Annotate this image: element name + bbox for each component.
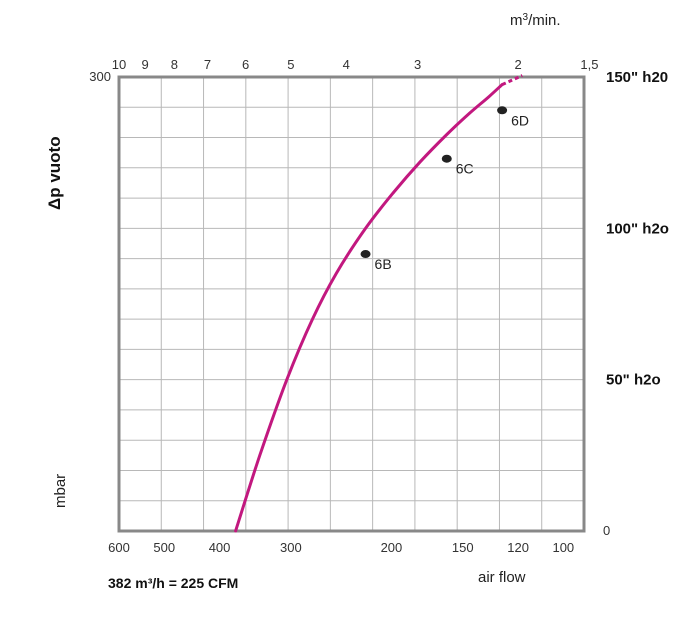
right-tick-label: 50" h2o: [606, 372, 661, 389]
performance-curve-extension: [501, 74, 523, 86]
chart-grid: [119, 77, 584, 531]
operating-point-label: 6C: [456, 161, 474, 177]
top-tick-label: 7: [204, 57, 211, 72]
top-axis-unit: m3/min.: [510, 12, 561, 29]
bottom-tick-label: 500: [153, 540, 175, 555]
operating-point-label: 6B: [375, 256, 392, 272]
right-tick-label: 150" h20: [606, 69, 668, 86]
operating-points: 6B 6C 6D: [360, 106, 529, 272]
top-tick-label: 5: [287, 57, 294, 72]
plot-frame: [117, 75, 586, 533]
bottom-tick-label: 100: [552, 540, 574, 555]
operating-point-marker: [441, 154, 452, 163]
bottom-tick-label: 300: [280, 540, 302, 555]
operating-point-marker: [497, 106, 508, 115]
bottom-tick-label: 150: [452, 540, 474, 555]
right-tick-label: 0: [603, 523, 610, 538]
axis-labels: 600 500 400 300 200 150 120 100 10 9 8 7 6 5 4 3 2 1,5 300…: [89, 57, 669, 555]
bottom-tick-label: 200: [381, 540, 403, 555]
top-tick-label: 8: [171, 57, 178, 72]
y-axis-label: Δp vuoto: [45, 136, 64, 210]
performance-curve-line: [234, 83, 504, 533]
operating-point-label: 6D: [511, 112, 529, 128]
flow-conversion-note: 382 m³/h = 225 CFM: [108, 575, 238, 591]
x-axis-label: air flow: [478, 569, 526, 586]
y-axis-unit: mbar: [52, 474, 69, 508]
top-tick-label: 6: [242, 57, 249, 72]
top-tick-label: 3: [414, 57, 421, 72]
top-tick-label: 10: [112, 57, 126, 72]
operating-point-marker: [360, 250, 371, 259]
top-tick-label: 1,5: [580, 57, 598, 72]
left-tick-label: 300: [89, 69, 111, 84]
bottom-tick-label: 120: [507, 540, 529, 555]
bottom-tick-label: 600: [108, 540, 130, 555]
right-tick-label: 100" h2o: [606, 220, 669, 237]
top-tick-label: 4: [343, 57, 350, 72]
bottom-tick-label: 400: [209, 540, 231, 555]
curve-group: [234, 74, 523, 533]
top-tick-label: 2: [514, 57, 521, 72]
top-tick-label: 9: [142, 57, 149, 72]
